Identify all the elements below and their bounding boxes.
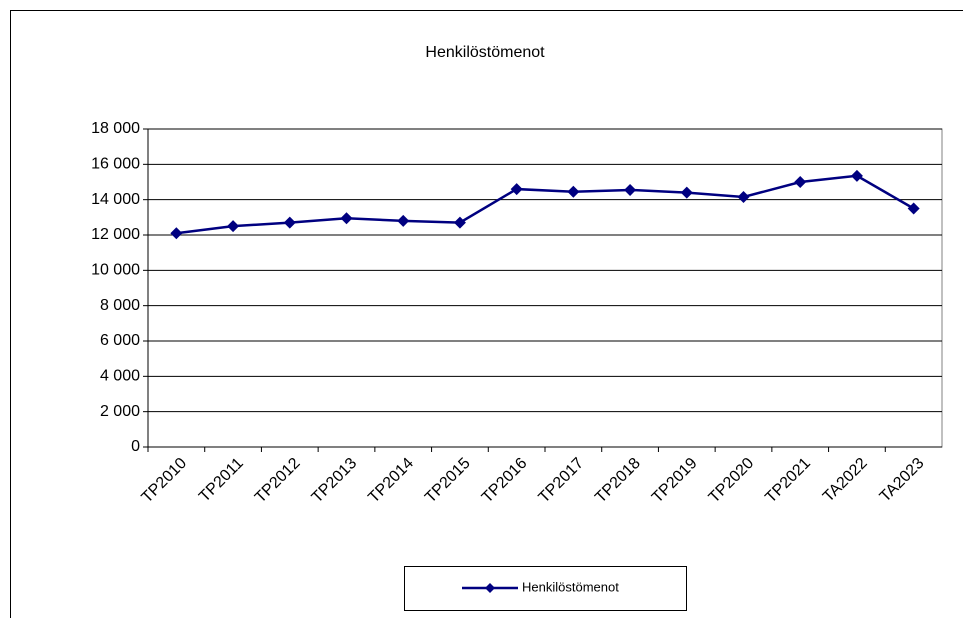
data-point [227, 220, 240, 233]
plot-area [147, 128, 943, 448]
chart-title: Henkilöstömenot [425, 44, 545, 61]
data-point [567, 185, 580, 198]
data-point [794, 176, 807, 188]
legend [404, 566, 687, 611]
legend-marker [485, 583, 495, 593]
data-point [907, 202, 920, 215]
y-tick-label: 2 000 [100, 403, 140, 420]
data-point [170, 227, 183, 240]
data-point [737, 191, 750, 204]
y-tick-label: 4 000 [100, 368, 140, 385]
series-line [176, 174, 915, 235]
y-tick-label: 18 000 [91, 120, 140, 137]
data-point [850, 169, 863, 182]
data-point [510, 183, 523, 196]
y-tick-label: 8 000 [100, 297, 140, 314]
data-point [624, 183, 637, 196]
data-point [680, 186, 693, 199]
y-tick-label: 12 000 [91, 226, 140, 243]
y-tick-label: 6 000 [100, 332, 140, 349]
y-tick-label: 14 000 [91, 191, 140, 208]
y-tick-label: 16 000 [91, 156, 140, 173]
y-tick-label: 10 000 [91, 262, 140, 279]
data-point [397, 214, 410, 227]
data-point [453, 216, 466, 229]
y-tick-label: 0 [131, 438, 140, 455]
data-point [340, 212, 353, 225]
data-point [283, 216, 296, 229]
legend-label: Henkilöstömenot [522, 579, 619, 594]
